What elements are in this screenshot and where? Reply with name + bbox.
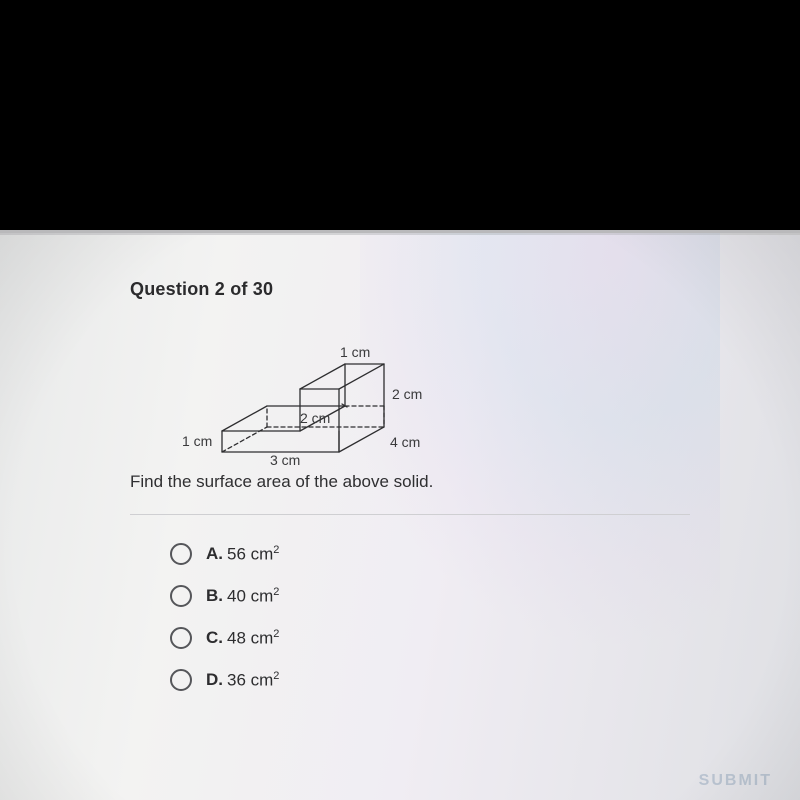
radio-icon[interactable]	[170, 627, 192, 649]
question-header: Question 2 of 30	[130, 279, 690, 300]
question-block: Question 2 of 30	[130, 279, 690, 691]
option-a[interactable]: A.56 cm2	[170, 543, 690, 565]
option-d[interactable]: D.36 cm2	[170, 669, 690, 691]
option-text: B.40 cm2	[206, 586, 279, 607]
photo-frame: Question 2 of 30	[0, 0, 800, 800]
label-bottom-width: 3 cm	[270, 452, 300, 468]
option-c[interactable]: C.48 cm2	[170, 627, 690, 649]
label-top: 1 cm	[340, 344, 370, 360]
option-text: A.56 cm2	[206, 544, 279, 565]
radio-icon[interactable]	[170, 543, 192, 565]
radio-icon[interactable]	[170, 585, 192, 607]
label-right-depth: 4 cm	[390, 434, 420, 450]
quiz-screen: Question 2 of 30	[0, 230, 800, 800]
option-b[interactable]: B.40 cm2	[170, 585, 690, 607]
submit-button[interactable]: SUBMIT	[699, 772, 772, 790]
label-mid-step: 2 cm	[300, 410, 330, 426]
options-list: A.56 cm2 B.40 cm2 C.48 cm2 D.36 cm2	[170, 543, 690, 691]
option-text: C.48 cm2	[206, 628, 279, 649]
label-left-height: 1 cm	[182, 433, 212, 449]
question-prompt: Find the surface area of the above solid…	[130, 472, 690, 515]
radio-icon[interactable]	[170, 669, 192, 691]
label-right-upper: 2 cm	[392, 386, 422, 402]
option-text: D.36 cm2	[206, 670, 279, 691]
solid-figure: 1 cm 2 cm 2 cm 1 cm 4 cm 3 cm	[192, 314, 452, 464]
